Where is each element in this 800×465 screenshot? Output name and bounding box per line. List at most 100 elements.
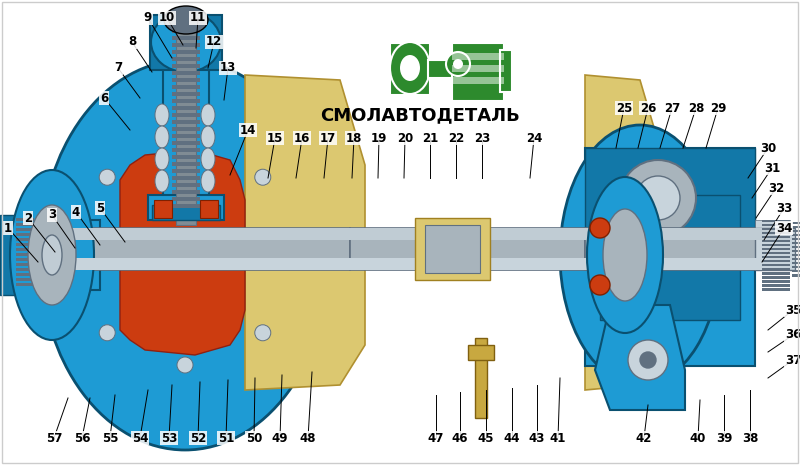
Text: 17: 17 <box>320 132 336 145</box>
Bar <box>16 243 34 246</box>
Bar <box>428 60 456 78</box>
Text: 28: 28 <box>688 101 704 114</box>
Ellipse shape <box>201 126 215 148</box>
Ellipse shape <box>99 169 115 185</box>
Bar <box>172 22 200 26</box>
Bar <box>16 268 34 271</box>
Ellipse shape <box>177 357 193 373</box>
Bar <box>172 141 200 145</box>
Bar <box>16 283 34 286</box>
Bar <box>452 65 504 72</box>
Ellipse shape <box>28 205 76 305</box>
Text: 21: 21 <box>422 132 438 145</box>
Text: 53: 53 <box>161 432 177 445</box>
Text: 44: 44 <box>504 432 520 445</box>
Text: 5: 5 <box>96 201 104 214</box>
Text: 7: 7 <box>114 61 122 74</box>
Bar <box>792 250 800 252</box>
Ellipse shape <box>164 6 208 34</box>
Bar <box>792 222 800 225</box>
Bar <box>172 92 200 96</box>
Text: 54: 54 <box>132 432 148 445</box>
Bar <box>16 223 34 226</box>
Text: 19: 19 <box>371 132 387 145</box>
Bar <box>172 127 200 131</box>
Text: 56: 56 <box>74 432 90 445</box>
Bar <box>762 272 790 274</box>
Bar <box>792 270 800 272</box>
Bar <box>172 183 200 187</box>
Bar <box>762 256 790 259</box>
Bar <box>762 276 790 279</box>
Bar <box>792 226 800 228</box>
Bar <box>762 220 790 222</box>
Ellipse shape <box>201 148 215 170</box>
Bar <box>468 345 494 360</box>
Bar <box>172 155 200 159</box>
Bar <box>762 236 790 239</box>
Ellipse shape <box>10 170 94 340</box>
Bar <box>150 15 222 70</box>
Ellipse shape <box>590 275 610 295</box>
Text: 42: 42 <box>636 432 652 445</box>
Bar <box>16 253 34 256</box>
Bar <box>452 77 504 84</box>
Bar <box>16 248 34 251</box>
Bar <box>176 15 196 225</box>
Bar <box>16 263 34 266</box>
Bar <box>172 204 200 208</box>
Text: 9: 9 <box>144 12 152 25</box>
Bar <box>390 43 430 95</box>
Text: 31: 31 <box>764 161 780 174</box>
Bar <box>755 228 795 270</box>
Bar <box>172 162 200 166</box>
Text: 43: 43 <box>529 432 545 445</box>
Ellipse shape <box>254 169 270 185</box>
Bar <box>172 169 200 173</box>
Text: 22: 22 <box>448 132 464 145</box>
Bar <box>425 225 480 273</box>
Bar <box>16 273 34 276</box>
Bar <box>172 197 200 201</box>
Text: 33: 33 <box>776 201 792 214</box>
Text: 10: 10 <box>159 12 175 25</box>
Text: 20: 20 <box>397 132 413 145</box>
Bar <box>762 284 790 286</box>
Bar <box>30 258 350 270</box>
Text: 32: 32 <box>768 181 784 194</box>
Bar <box>172 99 200 103</box>
Text: 48: 48 <box>300 432 316 445</box>
Text: 8: 8 <box>128 35 136 48</box>
Bar <box>16 233 34 236</box>
Bar <box>762 248 790 251</box>
Bar <box>792 274 800 277</box>
Text: 49: 49 <box>272 432 288 445</box>
Text: 52: 52 <box>190 432 206 445</box>
Ellipse shape <box>99 325 115 341</box>
Bar <box>762 280 790 283</box>
Text: 29: 29 <box>710 101 726 114</box>
Bar <box>16 258 34 261</box>
Ellipse shape <box>628 340 668 380</box>
Bar <box>16 228 34 231</box>
Ellipse shape <box>155 126 169 148</box>
Ellipse shape <box>636 176 680 220</box>
Bar <box>172 78 200 82</box>
Polygon shape <box>245 75 365 390</box>
Text: 39: 39 <box>716 432 732 445</box>
Ellipse shape <box>590 218 610 238</box>
Bar <box>585 258 790 270</box>
Bar <box>500 50 512 92</box>
Bar <box>475 338 487 418</box>
Bar <box>792 238 800 240</box>
Bar <box>172 64 200 68</box>
Text: 46: 46 <box>452 432 468 445</box>
Text: 50: 50 <box>246 432 262 445</box>
Text: 18: 18 <box>346 132 362 145</box>
Text: 45: 45 <box>478 432 494 445</box>
Bar <box>350 228 585 270</box>
Ellipse shape <box>560 125 720 385</box>
Bar <box>762 252 790 254</box>
Ellipse shape <box>287 247 303 263</box>
Bar <box>172 106 200 110</box>
